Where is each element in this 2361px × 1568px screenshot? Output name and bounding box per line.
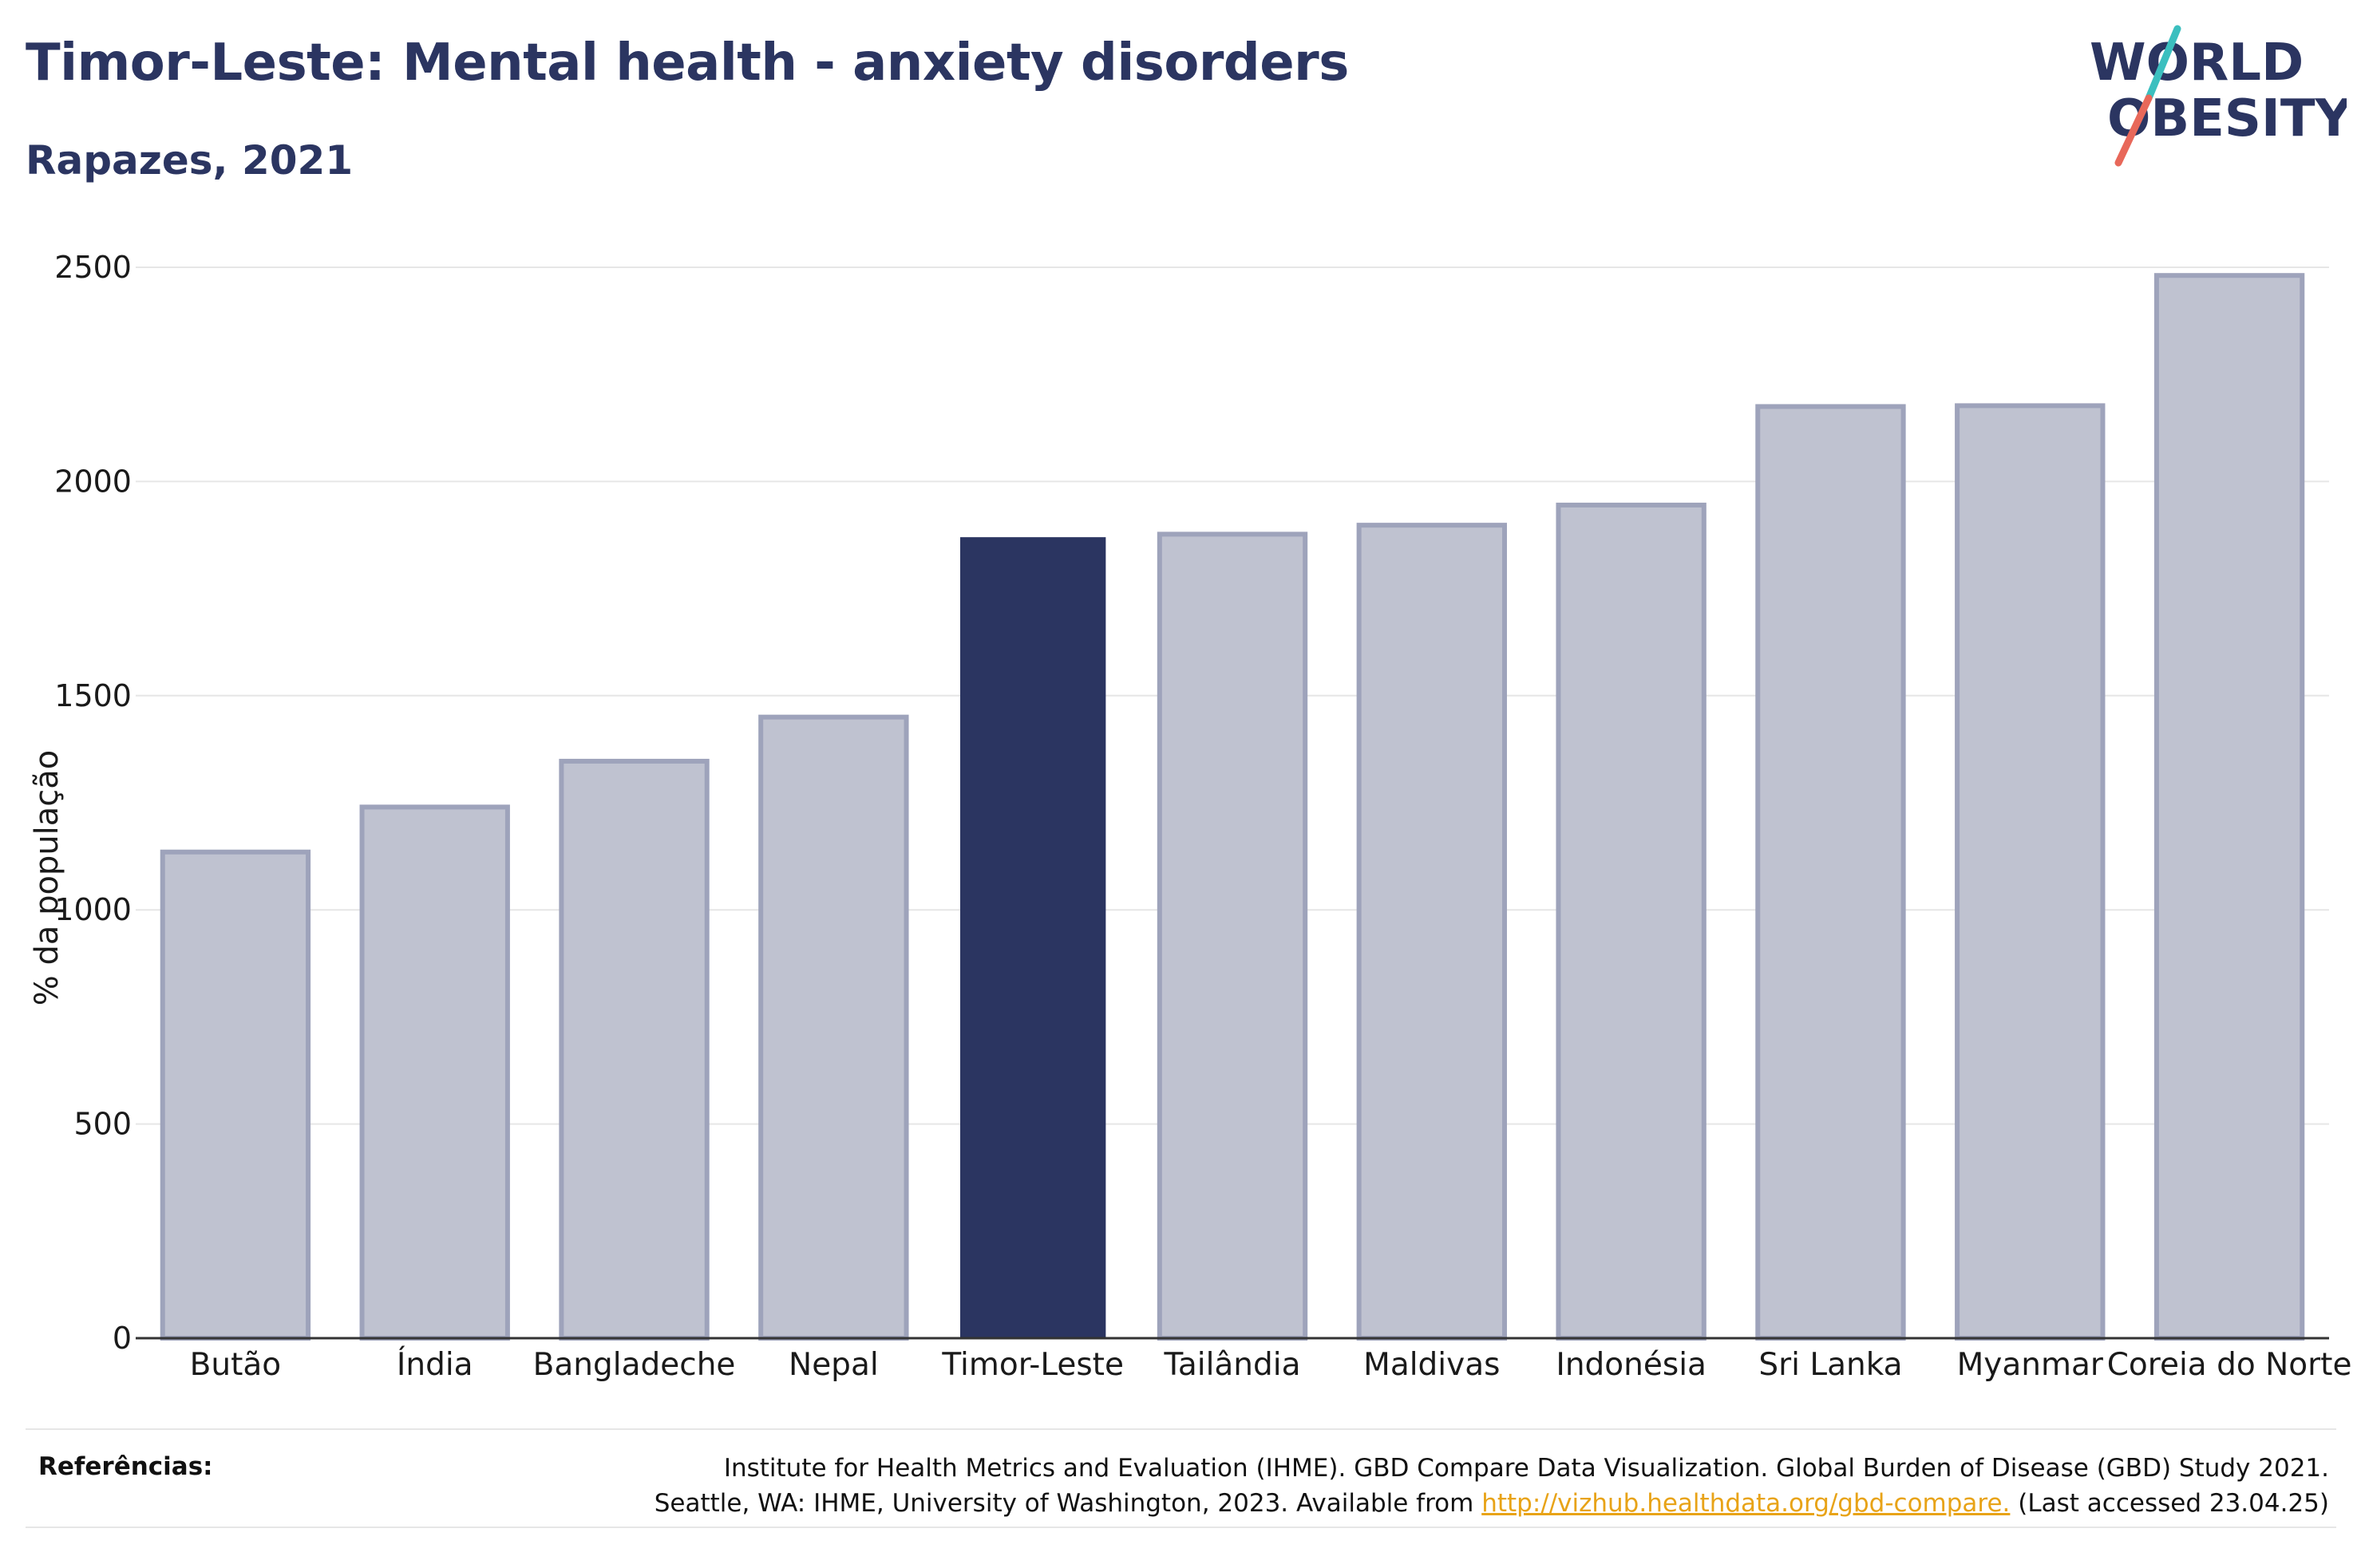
x-tick-label: Coreia do Norte [2107, 1347, 2352, 1383]
reference-link[interactable]: http://vizhub.healthdata.org/gbd-compare… [1481, 1489, 2011, 1518]
y-axis-ticks: 0 500 1000 1500 2000 2500 [54, 250, 132, 1356]
x-tick-label: Nepal [789, 1347, 879, 1383]
bar-maldivas [1356, 523, 1508, 1341]
references-label: Referências: [38, 1452, 213, 1481]
y-tick-label: 2500 [54, 250, 132, 285]
y-tick-label: 1000 [54, 892, 132, 927]
bar-timor-leste [959, 537, 1106, 1338]
x-tick-label: Timor-Leste [941, 1347, 1124, 1383]
x-tick-label: Maldivas [1363, 1347, 1500, 1383]
bar-bangladeche [559, 758, 710, 1341]
bar-indonésia [1556, 502, 1706, 1341]
logo-slash-bottom [2114, 94, 2153, 167]
chart-subtitle: Rapazes, 2021 [26, 137, 354, 184]
x-tick-label: Sri Lanka [1758, 1347, 1902, 1383]
bar-sri-lanka [1755, 404, 1906, 1341]
bar-tailândia [1157, 531, 1308, 1341]
bar-coreia-do-norte [2153, 273, 2305, 1341]
x-tick-label: Índia [397, 1345, 473, 1383]
world-obesity-logo: WORLD OBESITY [2090, 25, 2347, 167]
x-tick-label: Bangladeche [533, 1347, 736, 1383]
bars [160, 273, 2305, 1341]
bar-nepal [758, 714, 909, 1341]
logo-slash-top [2145, 25, 2181, 102]
bar-índia [359, 804, 510, 1341]
footer-divider-bottom [26, 1527, 2336, 1528]
y-tick-label: 0 [113, 1321, 132, 1356]
y-axis-title: % da população [29, 750, 65, 1006]
footer-divider-top [26, 1428, 2336, 1430]
bar-chart: 0 500 1000 1500 2000 2500 Butão Índia Bangladec… [29, 250, 2352, 1383]
x-axis-labels: Butão Índia Bangladeche Nepal Timor-Leste Tai… [190, 1345, 2352, 1383]
references-text: Institute for Health Metrics and Evaluat… [655, 1451, 2329, 1521]
chart-title: Timor-Leste: Mental health - anxiety dis… [26, 34, 1349, 93]
x-tick-label: Tailândia [1163, 1347, 1300, 1383]
reference-line-2-end: (Last accessed 23.04.25) [2010, 1489, 2329, 1518]
y-tick-label: 500 [73, 1107, 132, 1142]
reference-line-2-start: Seattle, WA: IHME, University of Washing… [654, 1489, 1482, 1518]
bar-butão [160, 849, 311, 1341]
x-tick-label: Myanmar [1957, 1347, 2104, 1383]
y-tick-label: 1500 [54, 678, 132, 713]
y-tick-label: 2000 [54, 464, 132, 499]
x-tick-label: Indonésia [1556, 1347, 1706, 1383]
bar-myanmar [1955, 403, 2106, 1341]
logo-line1: WORLD [2090, 34, 2304, 93]
reference-line-1: Institute for Health Metrics and Evaluat… [723, 1454, 2329, 1483]
x-tick-label: Butão [190, 1347, 282, 1383]
reference-line-2: Seattle, WA: IHME, University of Washing… [655, 1486, 2329, 1521]
